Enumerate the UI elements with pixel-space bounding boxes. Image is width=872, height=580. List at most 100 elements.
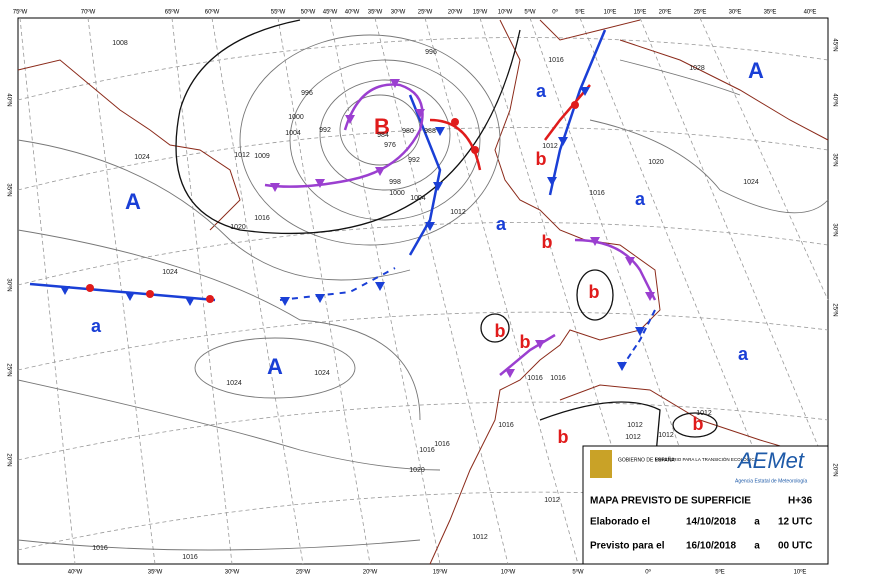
isobar-label: 1012 — [450, 209, 466, 216]
row-label: Elaborado el — [590, 517, 650, 528]
top-longitude: 35ºW — [368, 9, 383, 16]
isobar-label: 1016 — [254, 215, 270, 222]
isobar-label: 1000 — [389, 190, 405, 197]
warm-front-symbol — [451, 118, 459, 126]
brand-sub: Agencia Estatal de Meteorología — [735, 478, 807, 484]
top-longitude: 0º — [552, 9, 558, 16]
pressure-center: b — [536, 149, 547, 169]
cold-front-symbol — [635, 327, 645, 336]
pressure-center: a — [738, 344, 749, 364]
pressure-center: a — [91, 316, 102, 336]
row-time: 12 UTC — [778, 517, 812, 528]
isobar-label: 1016 — [550, 375, 566, 382]
right-latitude: 20ºN — [831, 463, 838, 476]
isobar-label: 1016 — [434, 441, 450, 448]
isobar-label: 976 — [384, 142, 396, 149]
right-latitude: 35ºN — [831, 153, 838, 166]
warm-front-symbol — [146, 290, 154, 298]
isobar-label: 984 — [377, 132, 389, 139]
occluded-front-symbol — [505, 369, 515, 378]
isobar-label: 1012 — [625, 434, 641, 441]
pressure-center: A — [267, 354, 283, 379]
cold-front-symbol — [580, 87, 590, 96]
cold-front-symbol — [375, 282, 385, 291]
isobar-label: 980 — [402, 128, 414, 135]
isobar-label: 992 — [319, 127, 331, 134]
left-latitude: 25ºN — [5, 363, 12, 376]
row-time: 00 UTC — [778, 541, 812, 552]
row-date: 16/10/2018 — [686, 541, 736, 552]
cold-front-symbol — [435, 127, 445, 136]
cold-front-symbol — [425, 222, 435, 231]
occluded-front-symbol — [390, 79, 400, 88]
isobar-label: 1016 — [527, 375, 543, 382]
brand: AEMet — [736, 448, 805, 473]
bottom-longitude: 0º — [645, 569, 651, 576]
isobar-label: 1016 — [419, 447, 435, 454]
occluded-front-symbol — [645, 292, 655, 301]
pressure-center: b — [589, 282, 600, 302]
cold-front-symbol — [558, 137, 568, 146]
left-latitude: 40ºN — [5, 93, 12, 106]
row-date: 14/10/2018 — [686, 517, 736, 528]
info-title: MAPA PREVISTO DE SUPERFICIE — [590, 496, 751, 507]
isobar-label: 1012 — [544, 497, 560, 504]
top-longitude: 50ºW — [301, 9, 316, 16]
top-longitude: 20ºE — [659, 9, 672, 16]
bottom-longitude: 30ºW — [225, 569, 240, 576]
row-label: Previsto para el — [590, 541, 665, 552]
top-longitude: 40ºW — [345, 9, 360, 16]
isobar-label: 1016 — [498, 422, 514, 429]
pressure-center: a — [635, 189, 646, 209]
isobar-label: 1016 — [548, 57, 564, 64]
isobar-label: 996 — [301, 90, 313, 97]
isobar-label: 996 — [425, 49, 437, 56]
warm-front-symbol — [471, 146, 479, 154]
coat-of-arms — [590, 450, 612, 478]
isobar-label: 1012 — [627, 422, 643, 429]
right-latitude: 30ºN — [831, 223, 838, 236]
isobar-label: 992 — [408, 157, 420, 164]
isobar-label: 1012 — [696, 410, 712, 417]
info-frame — [582, 445, 829, 565]
cold-front-symbol — [433, 182, 443, 191]
top-longitude: 65ºW — [165, 9, 180, 16]
top-longitude: 20ºW — [448, 9, 463, 16]
top-longitude: 70ºW — [81, 9, 96, 16]
left-latitude: 35ºN — [5, 183, 12, 196]
occluded-front-symbol — [345, 115, 355, 124]
left-latitude: 30ºN — [5, 278, 12, 291]
row-a: a — [754, 541, 760, 552]
info-range: H+36 — [788, 496, 813, 507]
top-longitude: 10ºE — [604, 9, 617, 16]
bottom-longitude: 5ºE — [715, 569, 725, 576]
warm-front-symbol — [206, 295, 214, 303]
isobar-label: 1012 — [658, 432, 674, 439]
warm-front-symbol — [571, 101, 579, 109]
top-longitude: 35ºE — [764, 9, 777, 16]
bottom-longitude: 10ºE — [794, 569, 807, 576]
isobar-label: 1024 — [162, 269, 178, 276]
top-longitude: 75ºW — [13, 9, 28, 16]
isobar-label: 1012 — [542, 143, 558, 150]
pressure-center: a — [496, 214, 507, 234]
warm-front-symbol — [86, 284, 94, 292]
top-longitude: 60ºW — [205, 9, 220, 16]
pressure-center: b — [520, 332, 531, 352]
top-longitude: 55ºW — [271, 9, 286, 16]
left-latitude: 20ºN — [5, 453, 12, 466]
occluded-front-symbol — [535, 340, 545, 349]
bottom-longitude: 40ºW — [68, 569, 83, 576]
occluded-front-symbol — [270, 183, 280, 192]
occluded-front-symbol — [625, 257, 635, 266]
cold-front-symbol — [547, 177, 557, 186]
pressure-center: a — [536, 81, 547, 101]
isobar-label: 1024 — [226, 380, 242, 387]
top-longitude: 30ºE — [729, 9, 742, 16]
row-a: a — [754, 517, 760, 528]
isobar-label: 1012 — [472, 534, 488, 541]
isobar-label: 1000 — [288, 114, 304, 121]
top-longitude: 40ºE — [804, 9, 817, 16]
top-longitude: 15ºW — [473, 9, 488, 16]
right-latitude: 40ºN — [831, 93, 838, 106]
